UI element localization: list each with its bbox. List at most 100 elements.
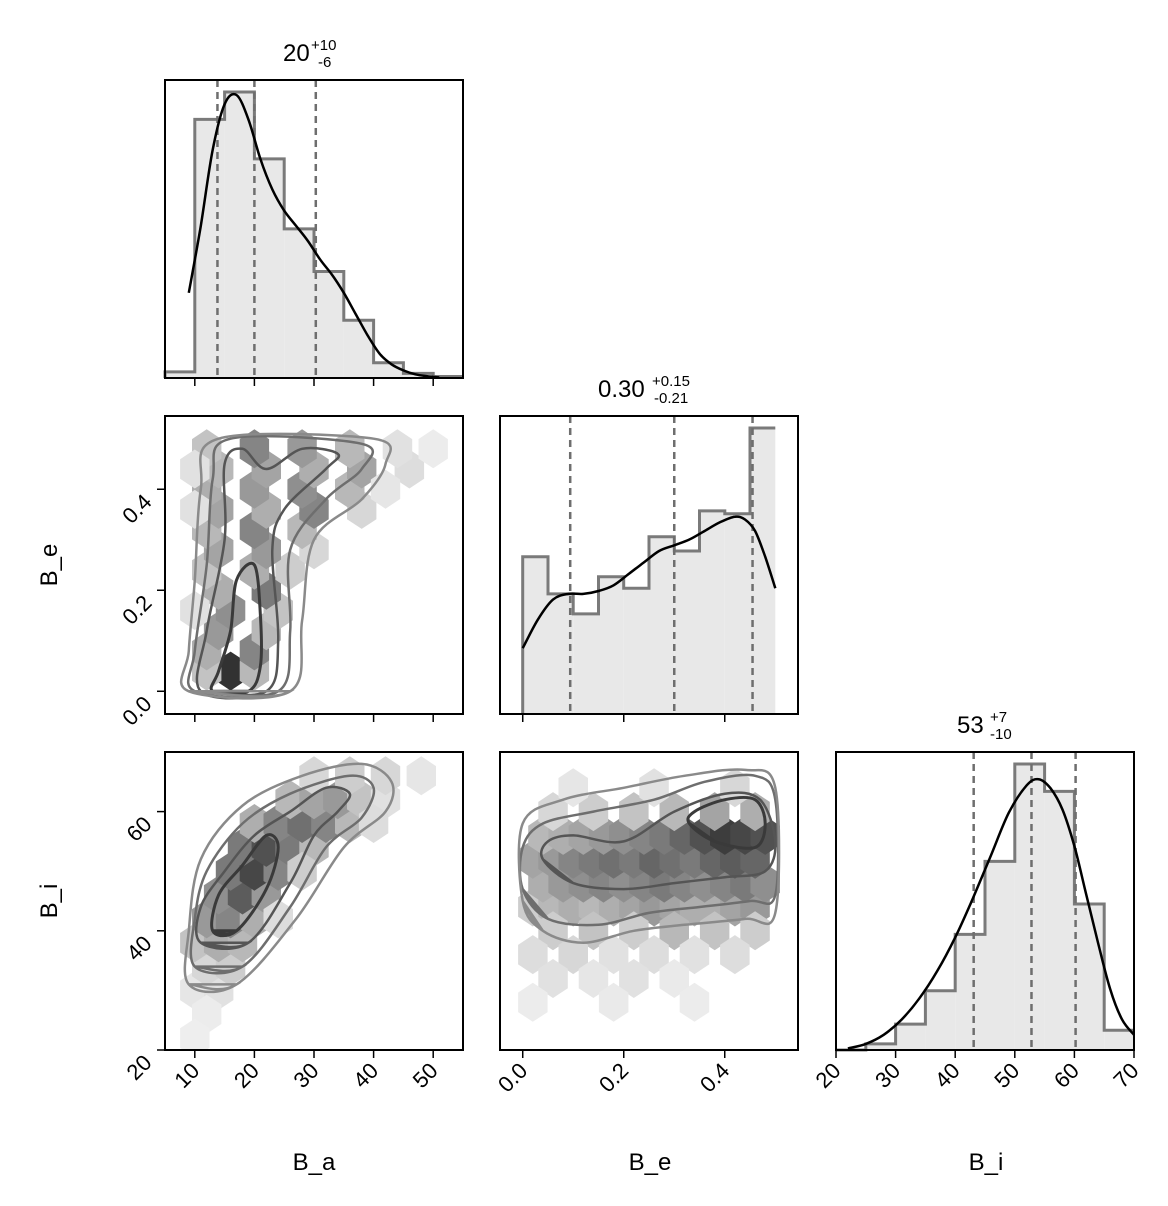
panel-frame-b-e xyxy=(499,415,799,715)
x-tick-label-b-e-0-4: 0.4 xyxy=(695,1058,734,1097)
hexbin-b-a-b-i-35 xyxy=(180,1018,210,1050)
hist-bar-b-i-1 xyxy=(865,1043,896,1050)
x-tick-label-b-i-40: 40 xyxy=(930,1058,965,1093)
contour-b-a-b-e-1 xyxy=(195,446,341,700)
hist-bar-b-a-7 xyxy=(373,362,404,378)
hexbin-b-a-b-e-39 xyxy=(180,489,210,529)
y-tick-label-b-e-0-2: 0.2 xyxy=(117,590,156,629)
title-b-e-median: 0.30 xyxy=(598,376,645,403)
hexbin-b-a-b-i-36 xyxy=(263,899,293,939)
hist-bar-b-i-5 xyxy=(985,861,1015,1050)
x-tick-label-b-i-70: 70 xyxy=(1109,1058,1144,1093)
hist-bar-b-a-2 xyxy=(224,92,255,378)
x-tick-label-b-a-40: 40 xyxy=(348,1058,383,1093)
joint-panel-b-a-b-i xyxy=(164,751,464,1051)
title-b-a-median: 20 xyxy=(283,40,310,67)
joint-panel-b-e-b-i xyxy=(499,751,799,1051)
marginal-panel-b-i xyxy=(835,751,1135,1052)
hexbin-b-a-b-i-30 xyxy=(299,756,329,796)
contour-b-a-b-i-3 xyxy=(183,762,395,994)
y-tick-label-b-i-40: 40 xyxy=(122,931,157,966)
hexbin-b-a-b-i-37 xyxy=(287,851,317,891)
hexbin-b-e-b-i-71 xyxy=(619,959,649,998)
contour-b-e-b-i-0 xyxy=(686,795,767,850)
hexbin-b-e-b-i-69 xyxy=(538,959,568,998)
y-tick-label-b-i-60: 60 xyxy=(122,811,157,846)
hist-bar-b-e-5 xyxy=(649,536,675,714)
hist-bar-b-a-1 xyxy=(194,119,225,378)
hexbin-b-e-b-i-75 xyxy=(679,982,710,1022)
marginal-panel-b-e xyxy=(499,415,799,715)
title-b-i-plus: +7 xyxy=(990,709,1007,726)
hexbin-b-e-b-i-73 xyxy=(518,982,548,1022)
hist-bar-b-a-5 xyxy=(314,271,344,378)
y-tick-label-b-e-0-0: 0.0 xyxy=(117,691,156,730)
contour-b-a-b-e-0 xyxy=(209,561,263,696)
x-tick-label-b-e-0-2: 0.2 xyxy=(594,1058,633,1097)
marginal-panel-b-a xyxy=(163,79,464,379)
xlabel-b-i: B_i xyxy=(969,1149,1004,1176)
title-b-e: 0.30 +0.15 -0.21 xyxy=(598,373,690,407)
x-tick-label-b-i-50: 50 xyxy=(989,1058,1024,1093)
hist-bar-b-i-8 xyxy=(1074,903,1105,1050)
hexbin-b-a-b-e-34 xyxy=(239,429,270,469)
xlabel-b-e: B_e xyxy=(629,1149,672,1176)
hexbin-b-e-b-i-64 xyxy=(558,935,588,975)
hist-bar-b-i-7 xyxy=(1044,791,1075,1050)
hist-bar-b-a-0 xyxy=(165,371,195,378)
title-b-i-minus: -10 xyxy=(990,726,1012,743)
title-b-e-plus: +0.15 xyxy=(652,373,690,390)
hist-bar-b-e-4 xyxy=(623,588,649,714)
hist-bar-b-e-9 xyxy=(750,428,776,714)
hist-bar-b-i-3 xyxy=(925,990,956,1050)
title-b-a-minus: -6 xyxy=(318,54,331,71)
ylabel-b-e: B_e xyxy=(36,544,63,587)
hexbin-b-e-b-i-72 xyxy=(659,959,689,998)
contour-b-e-b-i-3 xyxy=(517,768,781,944)
kde-curve-b-e xyxy=(521,515,777,649)
joint-panel-b-a-b-e xyxy=(164,415,464,715)
hist-bar-b-i-2 xyxy=(895,1024,926,1050)
title-b-i-median: 53 xyxy=(957,712,984,739)
hexbin-b-e-b-i-74 xyxy=(598,982,629,1022)
hexbin-b-e-b-i-62 xyxy=(740,911,770,951)
hexbin-b-a-b-e-36 xyxy=(335,429,365,469)
x-tick-label-b-i-20: 20 xyxy=(811,1058,846,1093)
hexbin-b-a-b-e-42 xyxy=(418,429,448,469)
hist-bar-b-a-6 xyxy=(343,320,374,378)
hist-step-b-e xyxy=(521,426,776,714)
x-tick-label-b-e-0-0: 0.0 xyxy=(493,1058,532,1097)
title-b-e-minus: -0.21 xyxy=(654,390,688,407)
hexbin-b-e-b-i-63 xyxy=(518,935,548,975)
title-b-a: 20 +10 -6 xyxy=(283,37,336,71)
hexbin-b-a-b-i-20 xyxy=(239,804,270,843)
hexbin-b-e-b-i-66 xyxy=(639,935,669,975)
x-tick-label-b-a-50: 50 xyxy=(408,1058,443,1093)
x-tick-label-b-i-30: 30 xyxy=(870,1058,905,1093)
hexbin-b-e-b-i-60 xyxy=(659,911,689,951)
y-tick-label-b-e-0-4: 0.4 xyxy=(117,489,156,528)
hexbin-b-e-b-i-68 xyxy=(720,935,750,975)
xlabel-b-a: B_a xyxy=(293,1149,336,1176)
hexbin-b-a-b-e-37 xyxy=(382,429,413,469)
hist-bar-b-i-4 xyxy=(955,934,985,1050)
hist-bar-b-e-6 xyxy=(674,550,700,714)
hist-bar-b-e-3 xyxy=(598,576,624,714)
panel-frame-b-e-b-i xyxy=(499,751,799,1051)
hist-bar-b-a-3 xyxy=(254,158,285,378)
panel-frame-b-i xyxy=(835,751,1135,1051)
hexbin-b-e-b-i-65 xyxy=(598,935,629,975)
kde-curve-b-i xyxy=(847,777,1135,1050)
hist-bar-b-e-0 xyxy=(522,556,548,714)
hexbin-b-a-b-e-13 xyxy=(275,550,305,590)
contour-b-a-b-i-1 xyxy=(194,785,352,950)
hexbin-b-e-b-i-67 xyxy=(679,935,710,975)
hist-bar-b-e-7 xyxy=(699,510,725,714)
hist-bar-b-i-9 xyxy=(1104,1030,1134,1050)
x-tick-label-b-a-10: 10 xyxy=(169,1058,204,1093)
hist-bar-b-i-6 xyxy=(1014,764,1045,1050)
ylabel-b-i: B_i xyxy=(36,884,63,919)
hist-bar-b-e-8 xyxy=(724,513,751,714)
x-tick-label-b-i-60: 60 xyxy=(1049,1058,1084,1093)
